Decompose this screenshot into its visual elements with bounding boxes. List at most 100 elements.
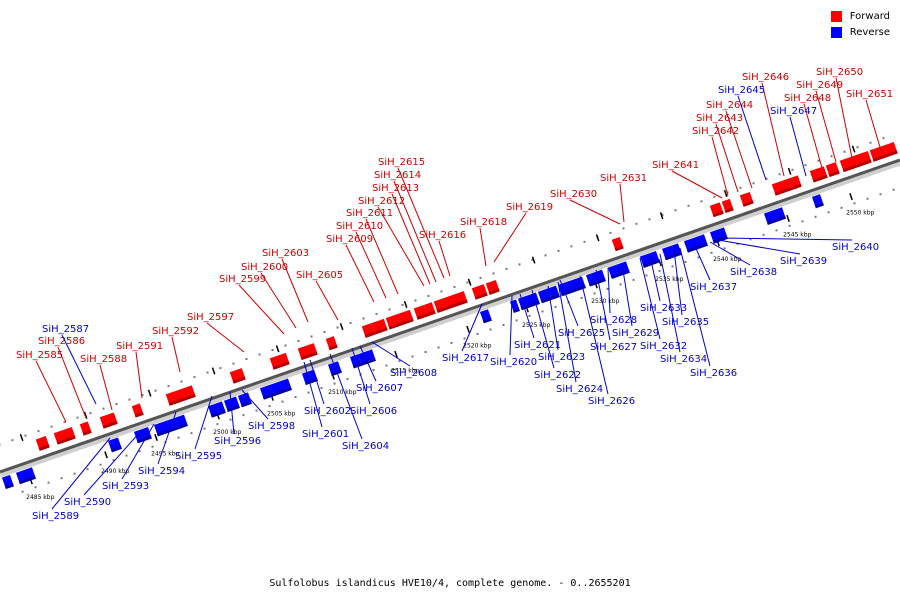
reverse-gene-box xyxy=(763,207,786,225)
reverse-gene-label-leader xyxy=(229,391,235,435)
guide-dot xyxy=(817,159,820,162)
forward-row-mark xyxy=(467,278,472,286)
ruler-label: 2515 kbp xyxy=(391,367,419,374)
reverse-gene-label: SiH_2636 xyxy=(690,368,737,379)
forward-gene-label: SiH_2591 xyxy=(116,341,163,352)
guide-dot xyxy=(515,319,518,322)
guide-dot xyxy=(892,188,895,191)
reverse-gene-label-leader xyxy=(737,95,767,181)
genome-caption: Sulfolobus islandicus HVE10/4, complete … xyxy=(269,578,631,589)
forward-gene-label-leader xyxy=(671,170,723,199)
forward-gene-box-body xyxy=(433,291,468,313)
reverse-gene-label: SiH_2598 xyxy=(248,421,295,432)
guide-dot xyxy=(86,468,89,471)
forward-gene-box xyxy=(471,284,488,300)
reverse-gene-box-shade xyxy=(560,285,586,297)
guide-dot xyxy=(700,200,703,203)
guide-dot xyxy=(375,312,378,315)
guide-dot xyxy=(853,202,856,205)
ruler-tick xyxy=(849,192,853,201)
guide-dot xyxy=(674,209,677,212)
guide-dot xyxy=(713,195,716,198)
forward-gene-box-shade xyxy=(828,170,840,177)
reverse-gene-label: SiH_2601 xyxy=(302,429,349,440)
ruler-label: 2495 kbp xyxy=(151,451,179,458)
legend-item-reverse: Reverse xyxy=(830,24,890,40)
reverse-gene-box-shade xyxy=(136,435,152,444)
forward-gene-box-shade xyxy=(134,411,144,418)
forward-gene-label: SiH_2646 xyxy=(742,72,789,83)
forward-gene-box xyxy=(869,145,888,162)
forward-gene-label: SiH_2619 xyxy=(506,202,553,213)
reverse-gene-box-shade xyxy=(664,251,682,261)
reverse-gene-box-body xyxy=(259,378,292,400)
guide-dot xyxy=(788,224,791,227)
reverse-gene-box-shade xyxy=(540,296,552,304)
backbone-shadow xyxy=(0,158,900,478)
reverse-gene-box xyxy=(357,349,376,366)
forward-gene-label: SiH_2611 xyxy=(346,208,393,219)
forward-gene-label-leader xyxy=(355,231,387,299)
forward-gene-box-shade xyxy=(388,318,414,330)
reverse-gene-label-leader xyxy=(717,239,801,255)
forward-gene-box xyxy=(53,427,76,445)
forward-gene-box xyxy=(35,436,50,451)
forward-gene-label-leader xyxy=(206,322,245,353)
ruler-label: 2540 kbp xyxy=(713,256,741,263)
forward-gene-label-leader xyxy=(438,240,451,277)
forward-gene-box xyxy=(371,318,388,335)
forward-gene-label-leader xyxy=(35,360,67,423)
guide-dot xyxy=(736,242,739,245)
reverse-gene-box-body xyxy=(683,234,708,253)
reverse-gene-label: SiH_2647 xyxy=(770,106,817,117)
forward-gene-box xyxy=(771,175,802,196)
reverse-gene-label-leader xyxy=(607,267,611,314)
reverse-gene-box-shade xyxy=(4,483,14,490)
forward-gene-box-shade xyxy=(232,376,246,384)
reverse-gene-label-leader xyxy=(359,345,377,382)
guide-dot xyxy=(219,367,222,370)
reverse-gene-box xyxy=(607,261,630,279)
reverse-gene-label: SiH_2645 xyxy=(718,85,765,96)
forward-gene-label: SiH_2609 xyxy=(326,234,373,245)
forward-gene-label: SiH_2651 xyxy=(846,89,893,100)
reverse-gene-label-leader xyxy=(673,249,683,316)
reverse-swatch xyxy=(830,26,842,38)
guide-dot xyxy=(762,233,765,236)
forward-gene-box-shade xyxy=(168,393,196,406)
forward-gene-label: SiH_2599 xyxy=(219,274,266,285)
forward-gene-box-body xyxy=(771,175,802,196)
guide-dot xyxy=(73,472,76,475)
reverse-gene-label: SiH_2594 xyxy=(138,466,185,477)
guide-dot xyxy=(401,303,404,306)
forward-gene-box-shade xyxy=(842,159,872,173)
guide-dot xyxy=(388,308,391,311)
ruler-label: 2520 kbp xyxy=(463,342,491,349)
guide-dot xyxy=(476,332,479,335)
forward-gene-label-leader xyxy=(835,77,853,159)
forward-row-mark xyxy=(275,345,280,353)
forward-row-mark xyxy=(339,323,344,331)
guide-dot xyxy=(528,314,531,317)
reverse-gene-label-leader xyxy=(329,353,363,440)
guide-dot xyxy=(869,141,872,144)
ruler-label: 2535 kbp xyxy=(655,276,683,283)
guide-dot xyxy=(739,186,742,189)
guide-dot xyxy=(320,387,323,390)
guide-dot xyxy=(154,389,157,392)
guide-dot xyxy=(362,317,365,320)
reverse-gene-label-leader xyxy=(557,281,577,383)
reverse-gene-box-shade xyxy=(304,378,318,386)
guide-dot xyxy=(255,409,258,412)
guide-dot xyxy=(583,240,586,243)
guide-dot xyxy=(463,337,466,340)
reverse-gene-box-shade xyxy=(588,278,606,287)
guide-dot xyxy=(606,287,609,290)
reverse-gene-label-leader xyxy=(621,263,633,327)
reverse-gene-box xyxy=(547,285,560,300)
forward-row-mark xyxy=(851,145,856,153)
guide-dot xyxy=(60,477,63,480)
ruler-label: 2550 kbp xyxy=(846,210,874,217)
reverse-gene-label: SiH_2634 xyxy=(660,354,707,365)
